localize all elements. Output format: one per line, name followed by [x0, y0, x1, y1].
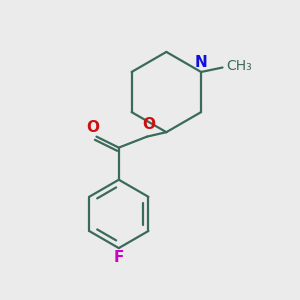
Text: O: O: [142, 118, 155, 133]
Text: CH₃: CH₃: [226, 59, 252, 73]
Text: F: F: [114, 250, 124, 266]
Text: N: N: [195, 55, 208, 70]
Text: O: O: [86, 120, 99, 135]
